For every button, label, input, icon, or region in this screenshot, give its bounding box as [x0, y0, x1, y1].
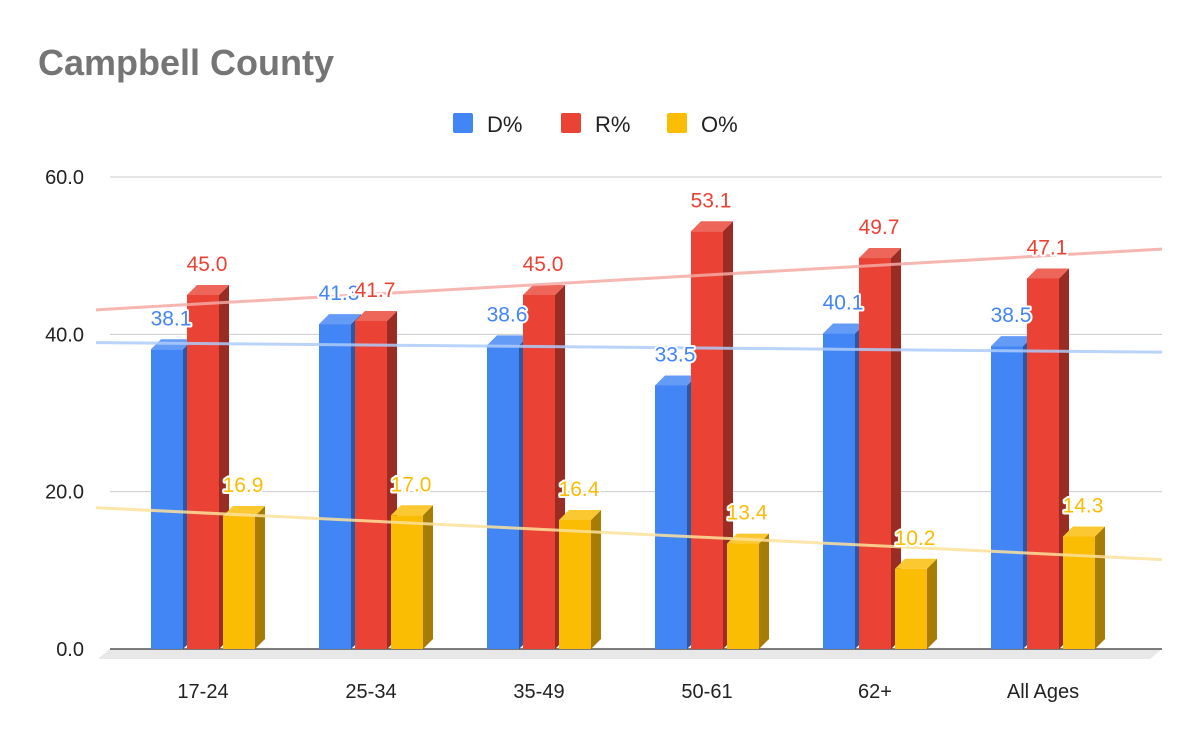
y-tick-label: 40.0 — [45, 324, 84, 346]
data-label: 41.7 — [355, 279, 396, 302]
plot-area: 0.0 20.0 40.0 60.0 17-24 25-34 35-49 50-61 62+ Al… — [45, 167, 1163, 703]
bar-top — [391, 505, 433, 516]
bar-top — [187, 285, 229, 295]
data-label: 53.1 — [691, 189, 732, 212]
bar — [823, 333, 855, 649]
data-label: 38.1 — [151, 307, 192, 330]
x-tick-label: All Ages — [1007, 681, 1079, 703]
bar — [655, 385, 687, 649]
bar-top — [355, 310, 397, 321]
bar — [151, 349, 183, 649]
bar-top — [655, 375, 697, 386]
bar-side — [255, 506, 265, 649]
bar — [859, 258, 891, 649]
y-tick-label: 0.0 — [56, 639, 84, 661]
data-label: 13.4 — [727, 502, 768, 525]
bar — [1063, 536, 1095, 649]
trendline — [95, 506, 1163, 562]
legend-swatch-d — [453, 113, 473, 133]
legend-label-o: O% — [701, 112, 738, 137]
trendline — [95, 247, 1163, 312]
bar-side — [591, 509, 601, 649]
bar — [187, 295, 219, 649]
bar — [559, 519, 591, 649]
data-label: 10.2 — [895, 527, 936, 550]
x-tick-label: 50-61 — [681, 681, 732, 703]
bar-top — [895, 558, 937, 569]
bar — [355, 320, 387, 649]
legend: D% R% O% — [453, 112, 738, 137]
legend-label-d: D% — [487, 112, 522, 137]
bar — [319, 324, 351, 649]
x-tick-label: 17-24 — [177, 681, 228, 703]
bar — [391, 515, 423, 649]
data-label: 16.9 — [223, 474, 264, 497]
bar — [523, 295, 555, 649]
data-label: 33.5 — [655, 343, 696, 366]
bar-side — [759, 533, 769, 649]
chart-title: Campbell County — [38, 42, 334, 83]
data-label: 16.4 — [559, 478, 600, 501]
bar-side — [423, 505, 433, 649]
y-tick-label: 60.0 — [45, 167, 84, 189]
plot-floor-shade — [98, 649, 1162, 659]
data-label: 41.3 — [319, 282, 360, 305]
legend-swatch-r — [561, 113, 581, 133]
data-label: 49.7 — [859, 216, 900, 239]
data-label: 45.0 — [523, 253, 564, 276]
bar — [1027, 278, 1059, 649]
bar — [691, 231, 723, 649]
bar — [991, 346, 1023, 649]
data-label: 17.0 — [391, 473, 432, 496]
bar-top — [559, 509, 601, 520]
trendline — [95, 341, 1163, 354]
bar — [727, 543, 759, 649]
x-tick-label: 62+ — [858, 681, 892, 703]
legend-swatch-o — [667, 113, 687, 133]
x-tick-label: 35-49 — [513, 681, 564, 703]
data-label: 47.1 — [1027, 236, 1068, 259]
data-label: 38.6 — [487, 303, 528, 326]
bar-top — [859, 248, 901, 259]
bar-side — [1095, 526, 1105, 649]
bar-top — [1063, 526, 1105, 537]
data-label: 40.1 — [823, 292, 864, 315]
bar-top — [523, 285, 565, 295]
bar-top — [319, 314, 361, 325]
bar-top — [1027, 268, 1069, 279]
bar-top — [823, 323, 865, 334]
bar-top — [487, 335, 529, 346]
legend-label-r: R% — [595, 112, 630, 137]
bar — [223, 516, 255, 649]
x-tick-label: 25-34 — [345, 681, 396, 703]
data-label: 38.5 — [991, 304, 1032, 327]
bar — [895, 568, 927, 649]
bar — [487, 345, 519, 649]
bar-top — [691, 221, 733, 232]
data-label: 45.0 — [187, 253, 228, 276]
bar-side — [927, 558, 937, 649]
bar-top — [991, 336, 1033, 347]
y-tick-label: 20.0 — [45, 482, 84, 504]
data-label: 14.3 — [1063, 495, 1104, 518]
